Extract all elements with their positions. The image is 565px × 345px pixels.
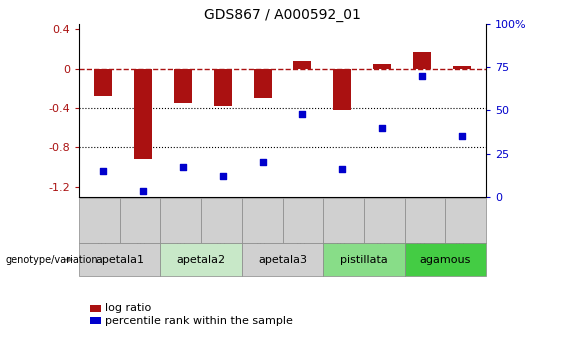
Text: percentile rank within the sample: percentile rank within the sample: [105, 316, 293, 325]
Point: [377, 125, 386, 130]
Text: apetala3: apetala3: [258, 255, 307, 265]
Text: pistillata: pistillata: [340, 255, 388, 265]
Bar: [413, 52, 431, 69]
Bar: [174, 69, 192, 103]
Bar: [333, 69, 351, 110]
Bar: [293, 61, 311, 69]
Bar: [214, 69, 232, 106]
Bar: [134, 69, 152, 159]
Point: [338, 166, 347, 172]
Bar: [94, 69, 112, 96]
Title: GDS867 / A000592_01: GDS867 / A000592_01: [204, 8, 361, 22]
Text: genotype/variation: genotype/variation: [6, 255, 98, 265]
Text: agamous: agamous: [420, 255, 471, 265]
Point: [258, 159, 267, 165]
Bar: [254, 69, 272, 98]
Text: apetala2: apetala2: [177, 255, 225, 265]
Point: [218, 173, 227, 179]
Point: [179, 165, 188, 170]
Bar: [373, 63, 391, 69]
Text: apetala1: apetala1: [95, 255, 144, 265]
Point: [418, 73, 427, 79]
Point: [138, 189, 147, 194]
Point: [298, 111, 307, 117]
Point: [458, 134, 467, 139]
Point: [98, 168, 107, 174]
Bar: [453, 66, 471, 69]
Text: log ratio: log ratio: [105, 304, 151, 313]
